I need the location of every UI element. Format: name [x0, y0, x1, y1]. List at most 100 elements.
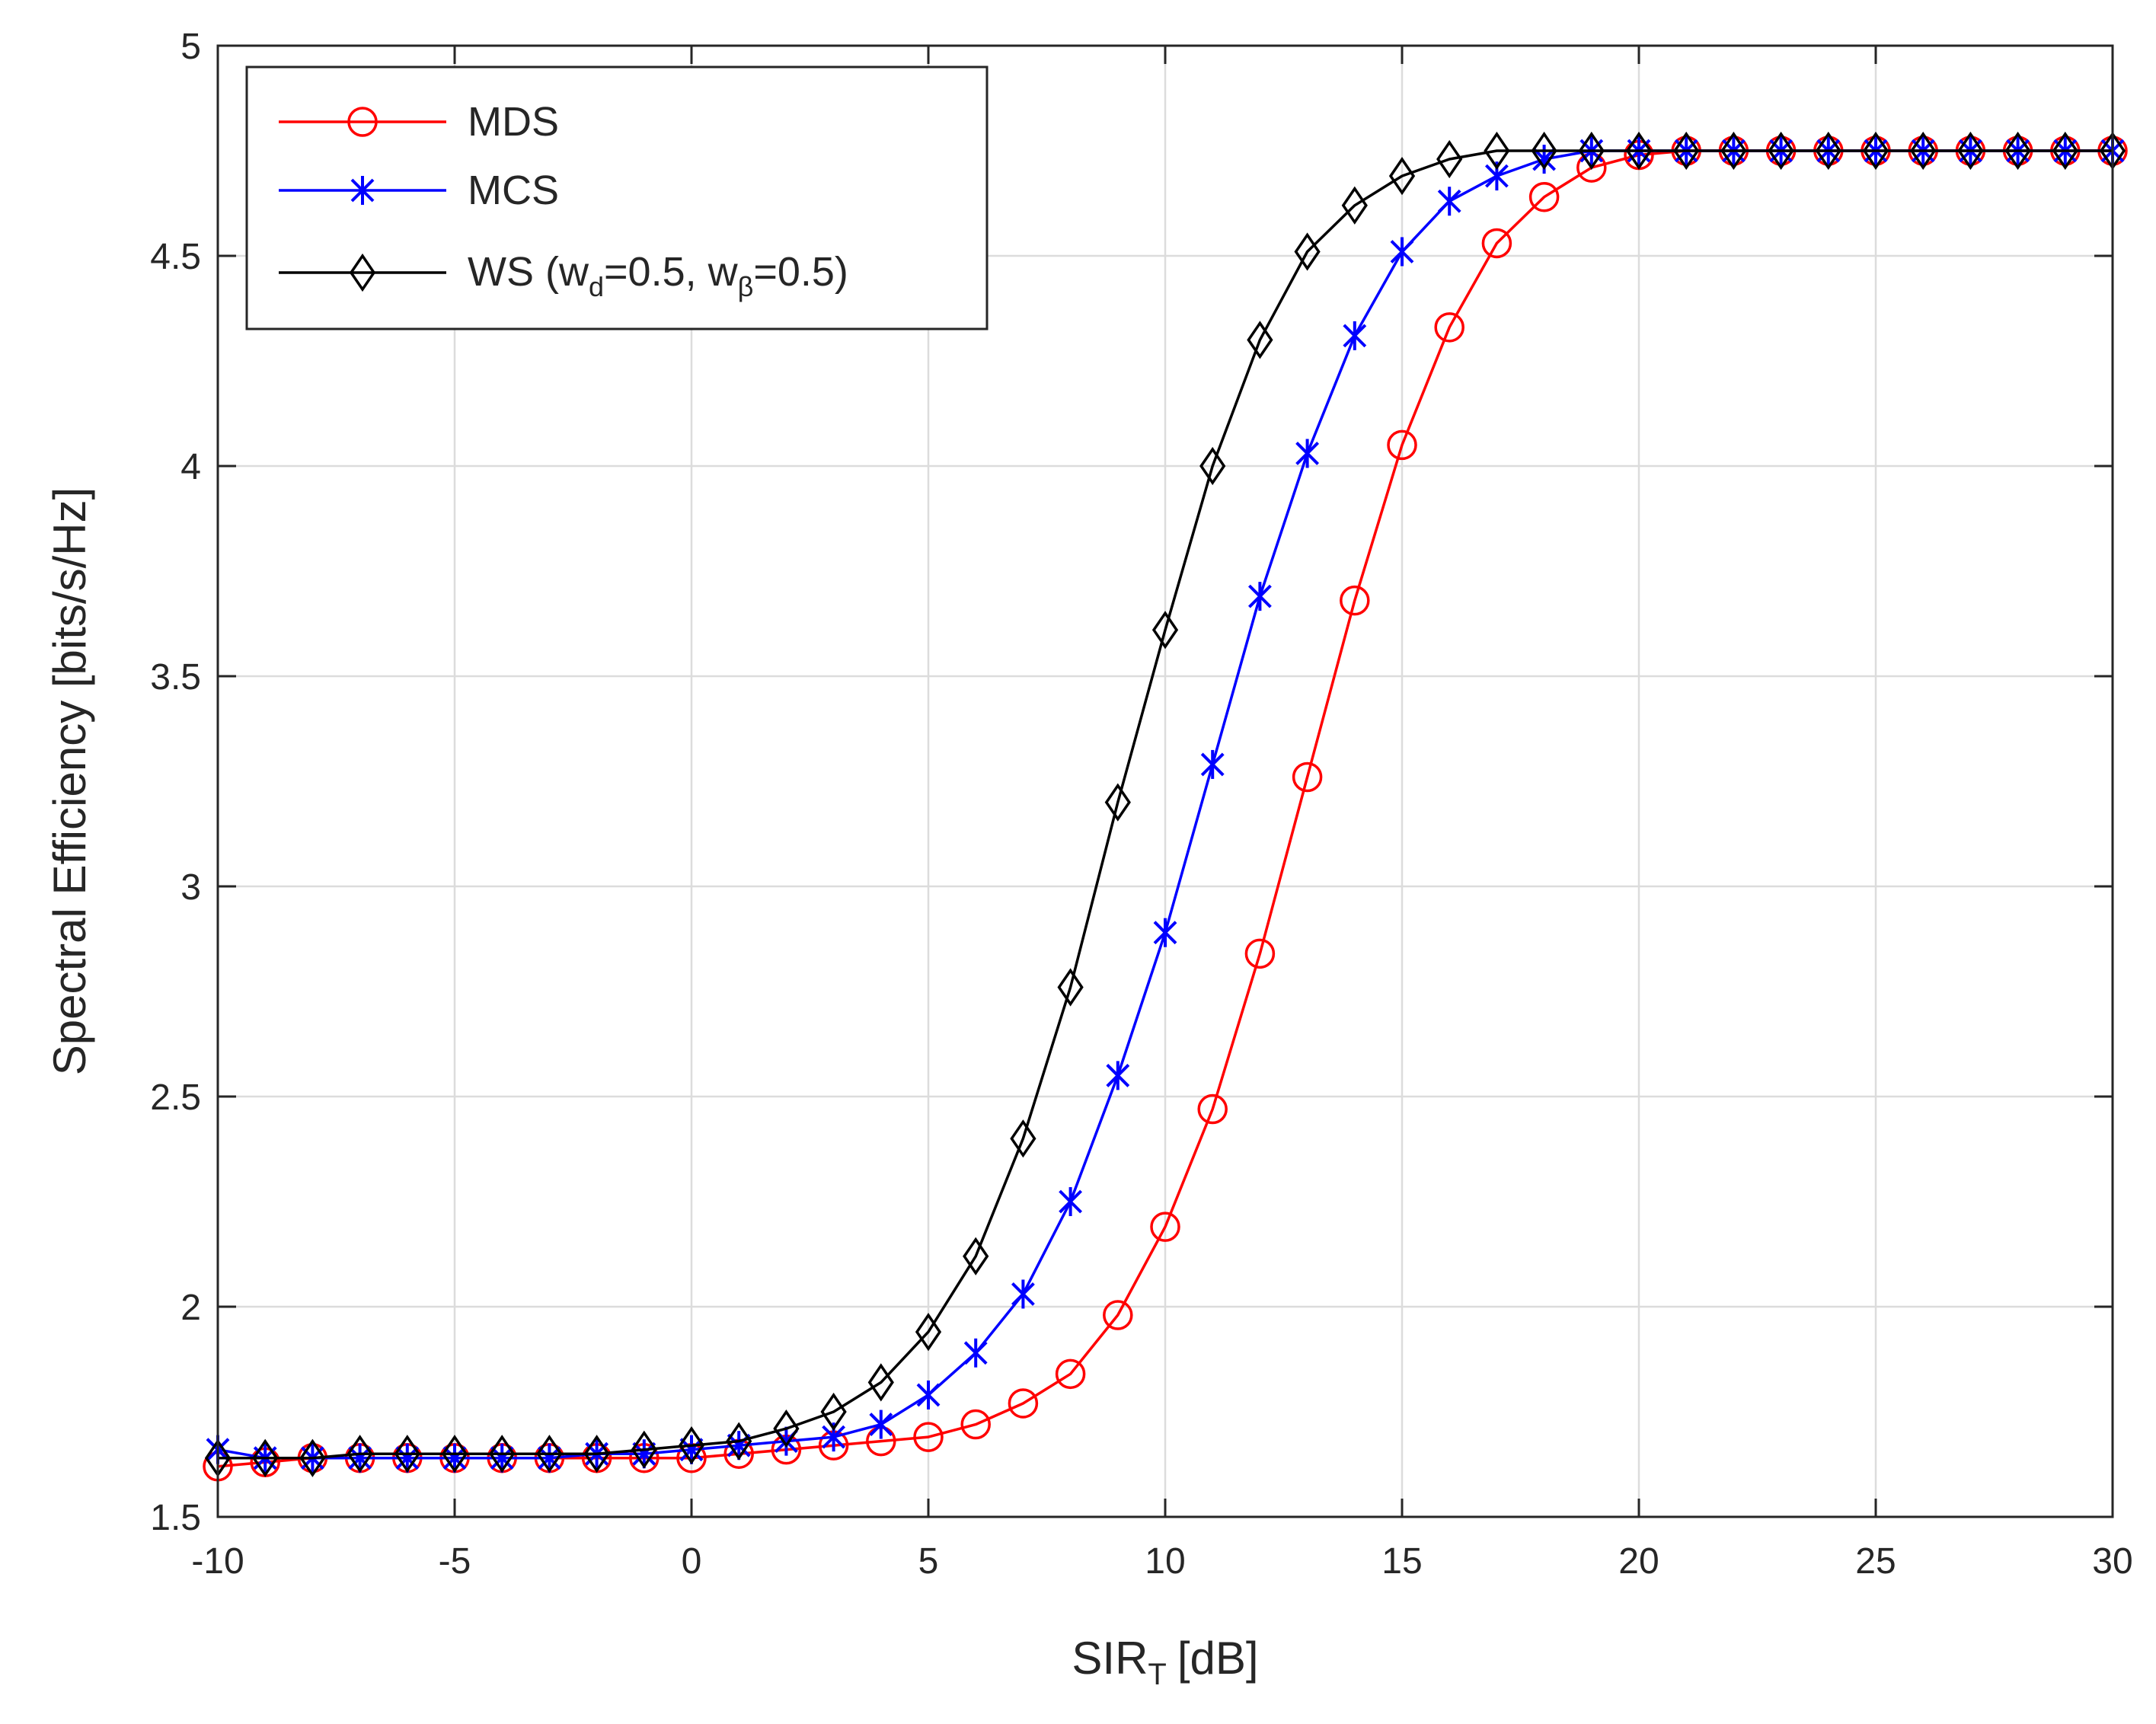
y-axis-label: Spectral Efficiency [bits/s/Hz] — [44, 487, 95, 1076]
data-point-ws — [1057, 968, 1084, 1007]
x-tick-label: 20 — [1618, 1541, 1659, 1582]
data-point-ws — [1720, 131, 1747, 171]
data-point-ws — [678, 1426, 705, 1465]
data-point-mds — [1481, 228, 1512, 259]
data-point-mds — [913, 1422, 944, 1452]
series-layer — [203, 131, 2128, 1482]
x-tick-label: 10 — [1145, 1541, 1185, 1582]
data-point-mcs — [1059, 1187, 1083, 1216]
legend-ws-label-part1: WS (w — [468, 249, 589, 295]
y-tick-label: 5 — [180, 27, 201, 67]
data-point-ws — [631, 1430, 657, 1469]
x-axis-label-unit: [dB] — [1177, 1633, 1259, 1684]
data-point-mds — [1150, 1212, 1180, 1242]
x-tick-label: 30 — [2092, 1541, 2132, 1582]
data-point-ws — [489, 1435, 516, 1473]
legend-entry-mds: MDS — [279, 99, 559, 145]
data-point-mds — [1528, 181, 1560, 212]
data-point-ws — [1484, 131, 1510, 171]
legend-ws-label-part2: =0.5, w — [604, 249, 739, 295]
data-point-mcs — [1011, 1279, 1035, 1309]
x-axis-label: SIRT [dB] — [1072, 1633, 1258, 1691]
data-point-ws — [2052, 131, 2078, 171]
legend-ws-label-sub-d: d — [589, 271, 604, 302]
data-point-ws — [1104, 783, 1131, 822]
data-point-mcs — [1343, 321, 1367, 350]
data-point-ws — [1388, 157, 1416, 196]
data-point-ws — [1910, 131, 1937, 171]
data-point-mcs — [395, 1443, 420, 1473]
data-point-mds — [1387, 429, 1417, 461]
data-point-mcs — [348, 1443, 372, 1473]
data-point-mds — [1340, 585, 1370, 616]
data-point-mds — [960, 1409, 991, 1440]
data-point-ws — [1436, 139, 1463, 179]
series-ws — [204, 131, 2126, 1477]
y-tick-label: 2.5 — [150, 1078, 201, 1118]
data-point-mcs — [1200, 749, 1225, 779]
data-point-mcs — [537, 1443, 561, 1473]
legend-ws-label: WS (wd=0.5, wβ=0.5) — [468, 249, 848, 302]
data-point-mcs — [679, 1435, 704, 1464]
data-point-mcs — [916, 1380, 941, 1410]
data-point-ws — [536, 1435, 563, 1473]
legend-ws-label-sub-beta: β — [738, 271, 754, 302]
y-tick-label: 4.5 — [150, 237, 201, 277]
data-point-ws — [726, 1422, 752, 1461]
x-axis-label-main: SIR — [1072, 1633, 1148, 1684]
data-point-mcs — [1295, 439, 1320, 468]
y-tick-label: 3.5 — [150, 657, 201, 698]
data-point-mcs — [963, 1338, 988, 1368]
data-point-ws — [2004, 131, 2031, 171]
data-point-mcs — [632, 1439, 656, 1469]
data-point-mcs — [1437, 187, 1461, 216]
data-point-ws — [1673, 131, 1700, 171]
data-point-mcs — [490, 1443, 514, 1473]
data-point-ws — [1341, 186, 1368, 225]
data-point-ws — [1199, 446, 1226, 486]
legend-mcs-marker — [350, 176, 375, 205]
legend-ws-sample — [279, 253, 446, 292]
data-point-ws — [867, 1363, 894, 1402]
x-tick-label: 0 — [682, 1541, 702, 1582]
series-ws-line — [218, 149, 2113, 1460]
legend: MDS MCS WS (wd=0.5, wβ=0.5) — [245, 65, 989, 330]
data-point-mds — [1434, 312, 1464, 343]
data-point-mds — [1055, 1358, 1086, 1390]
data-point-ws — [1247, 321, 1273, 359]
data-point-mcs — [1390, 237, 1414, 267]
data-point-ws — [394, 1435, 420, 1473]
x-tick-label: 15 — [1381, 1541, 1422, 1582]
legend-mds-sample — [279, 107, 446, 137]
legend-ws-label-part3: =0.5) — [753, 249, 848, 295]
data-point-mcs — [869, 1410, 893, 1439]
y-tick-label: 4 — [180, 447, 201, 487]
legend-mcs-sample — [279, 176, 446, 205]
data-point-ws — [441, 1435, 468, 1473]
legend-ws-marker — [349, 253, 376, 292]
legend-entry-mcs: MCS — [279, 168, 559, 213]
data-point-ws — [1010, 1119, 1036, 1158]
x-tick-label: -5 — [439, 1541, 471, 1582]
data-point-ws — [1578, 131, 1605, 171]
x-tick-label: -10 — [191, 1541, 244, 1582]
data-point-ws — [820, 1392, 847, 1432]
data-point-ws — [583, 1435, 610, 1473]
y-tick-label: 3 — [180, 867, 201, 908]
data-point-mds — [1292, 761, 1323, 793]
data-point-mds — [1244, 938, 1276, 969]
ticks: -10 -5 0 5 10 15 20 25 30 1.5 2 2.5 3 3.5 4 4.5 5 — [150, 27, 2132, 1582]
data-point-mcs — [1247, 582, 1272, 611]
legend-mds-marker — [347, 107, 378, 137]
data-point-ws — [1294, 232, 1321, 271]
data-point-mds — [1008, 1388, 1039, 1419]
data-point-ws — [915, 1313, 942, 1352]
data-point-ws — [299, 1438, 326, 1477]
data-point-ws — [1625, 131, 1653, 171]
legend-mds-label: MDS — [468, 99, 559, 145]
data-point-ws — [1151, 611, 1179, 650]
data-point-ws — [963, 1237, 989, 1275]
data-point-ws — [1768, 131, 1794, 171]
data-point-mds — [1197, 1093, 1228, 1125]
